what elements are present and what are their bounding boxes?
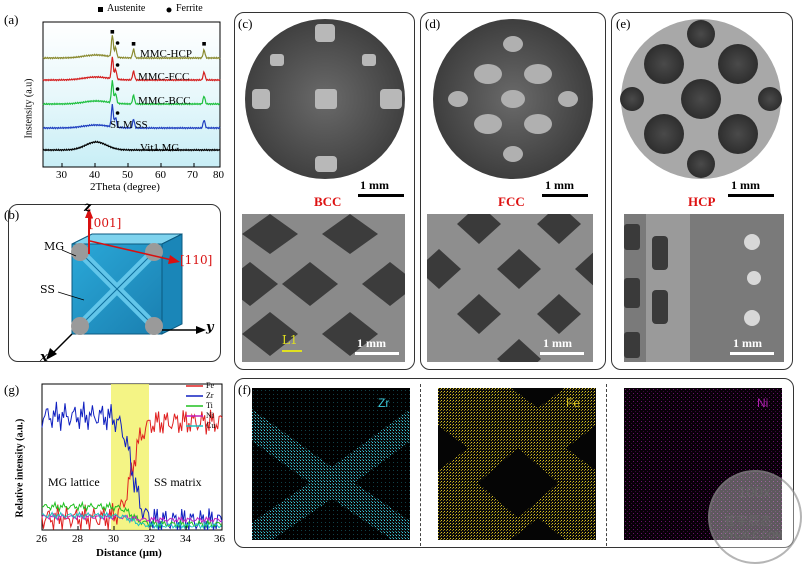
sem-closeup-hcp <box>624 214 784 362</box>
eds-label-zr: Zr <box>378 396 390 410</box>
eds-legend-ti: Ti <box>206 401 213 410</box>
scale-d-top: 1 mm <box>545 178 574 192</box>
xrd-chart <box>42 7 221 168</box>
region-ss-matrix: SS matrix <box>154 475 202 489</box>
xrd-series-mmc-bcc <box>42 80 221 106</box>
scale-d-bottom: 1 mm <box>543 336 572 350</box>
xrd-series-mmc-hcp <box>42 35 221 60</box>
xrd-xtick-2: 50 <box>122 169 133 181</box>
eds-xtick-2: 30 <box>108 533 119 545</box>
eds-series-cu <box>41 511 223 530</box>
panel-f-label: (f) <box>238 382 251 397</box>
xrd-curve-label-0: MMC-HCP <box>140 48 192 60</box>
eds-xtick-5: 36 <box>214 533 225 545</box>
panel-g: (g) Fe Zr Ti Ni Cu MG lattice SS matrix … <box>0 378 235 569</box>
panel-c-label: (c) <box>238 16 253 31</box>
xrd-curve-label-1: MMC-FCC <box>138 71 190 83</box>
xrd-series-vit1-mg <box>42 140 221 152</box>
line-profile-chart <box>41 383 223 531</box>
ferrite-marker-icon <box>166 7 172 13</box>
sem-closeup-bcc <box>242 214 405 362</box>
panel-b-label: (b) <box>4 207 20 222</box>
panel-d-label: (d) <box>425 16 441 31</box>
xrd-curve-label-4: Vit1 MG <box>140 142 180 154</box>
dir-001-label: [001] <box>89 216 122 230</box>
eds-label-fe: Fe <box>566 396 581 410</box>
watermark-text-1: 100x <box>738 484 771 501</box>
panel-a-label: (a) <box>4 12 19 27</box>
sem-disc-bcc <box>245 19 405 179</box>
panel-g-label: (g) <box>4 382 20 397</box>
title-fcc: FCC <box>498 194 525 209</box>
eds-legend-cu: Cu <box>206 421 216 430</box>
xrd-peak-marker <box>115 111 120 115</box>
xrd-xtick-5: 80 <box>213 169 224 181</box>
sem-disc-hcp <box>620 19 782 179</box>
xrd-curve-label-3: SLM SS <box>110 119 148 131</box>
xrd-peak-marker <box>115 41 120 45</box>
xrd-ylabel: Instensity (a.u) <box>23 78 35 139</box>
title-hcp: HCP <box>688 194 716 209</box>
xrd-peak-marker <box>110 30 115 34</box>
eds-legend-fe: Fe <box>206 381 214 390</box>
eds-series-zr <box>41 401 223 531</box>
sem-disc-fcc <box>433 19 593 179</box>
eds-xtick-3: 32 <box>144 533 155 545</box>
xrd-peak-marker <box>202 42 206 46</box>
xrd-xtick-1: 40 <box>89 169 100 181</box>
eds-map-fe <box>438 388 596 540</box>
scalebar-d-bottom <box>540 352 584 355</box>
xrd-xtick-3: 60 <box>155 169 166 181</box>
dir-110-label: [110] <box>180 253 213 267</box>
eds-map-zr <box>252 388 410 540</box>
scale-c-top: 1 mm <box>360 178 389 192</box>
eds-ylabel: Relative intensity (a.u.) <box>14 418 26 518</box>
watermark-seal: 100x 苍宇辰态 CYCXLC.COM <box>708 470 802 564</box>
ss-label: SS <box>40 283 55 296</box>
eds-label-ni: Ni <box>757 396 769 410</box>
xrd-legend-austenite: Austenite <box>107 3 146 14</box>
axis-y-label: y <box>206 320 214 335</box>
scalebar-d-top <box>542 194 588 197</box>
mg-label: MG <box>44 240 65 253</box>
region-mg-lattice: MG lattice <box>48 475 100 489</box>
eds-xtick-4: 34 <box>180 533 191 545</box>
xrd-peak-marker <box>115 87 120 91</box>
scale-e-bottom: 1 mm <box>733 336 762 350</box>
l1-label: L1 <box>282 333 298 347</box>
lattice-cube-diagram <box>46 208 206 360</box>
xrd-peak-marker <box>131 42 136 46</box>
panel-e-label: (e) <box>616 16 631 31</box>
eds-xtick-1: 28 <box>72 533 83 545</box>
watermark-text-2: 苍宇辰态 <box>724 514 773 528</box>
scalebar-e-top <box>728 194 774 197</box>
eds-xlabel: Distance (μm) <box>96 547 162 559</box>
xrd-xtick-0: 30 <box>56 169 67 181</box>
austenite-marker-icon <box>98 7 103 12</box>
xrd-legend-ferrite: Ferrite <box>176 3 203 14</box>
xrd-curve-label-2: MMC-BCC <box>138 95 191 107</box>
xrd-series-slm-ss <box>42 104 221 130</box>
axis-z-label: z <box>84 200 92 215</box>
eds-legend-zr: Zr <box>206 391 214 400</box>
scalebar-e-bottom <box>730 352 774 355</box>
axis-x-label: x <box>40 350 48 365</box>
xrd-series-mmc-fcc <box>42 56 221 82</box>
scalebar-c-bottom <box>355 352 399 355</box>
sem-closeup-fcc <box>427 214 593 362</box>
watermark-text-3: CYCXLC.COM <box>722 530 783 540</box>
eds-xtick-0: 26 <box>36 533 47 545</box>
scale-e-top: 1 mm <box>731 178 760 192</box>
eds-legend-ni: Ni <box>206 411 214 420</box>
scale-c-bottom: 1 mm <box>357 336 386 350</box>
xrd-xtick-4: 70 <box>187 169 198 181</box>
scalebar-c-top <box>358 194 404 197</box>
xrd-peak-marker <box>115 63 120 67</box>
xrd-xlabel: 2Theta (degree) <box>90 181 160 193</box>
title-bcc: BCC <box>314 194 342 209</box>
panel-a: (a) Austenite Ferrite MMC-HCP MMC-FCC MM… <box>0 0 235 195</box>
